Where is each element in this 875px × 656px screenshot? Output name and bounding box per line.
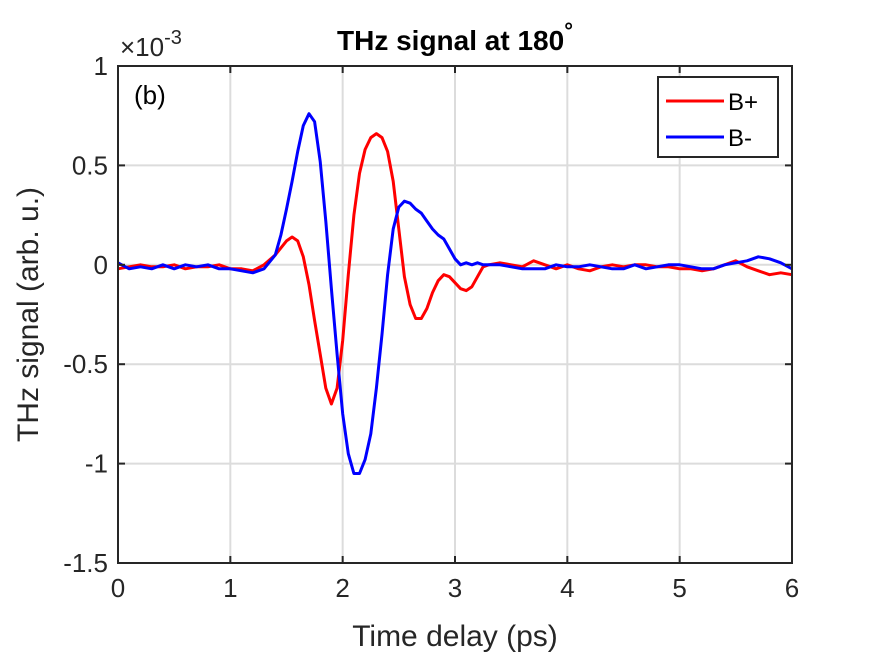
degree-superscript: ° xyxy=(564,18,573,43)
legend-entry-label: B- xyxy=(728,125,752,152)
x-tick-label: 0 xyxy=(111,573,125,603)
series-line-b-minus xyxy=(117,112,793,475)
data-series xyxy=(117,112,793,475)
y-axis-label: THz signal (arb. u.) xyxy=(12,187,45,442)
y-tick-label: 0 xyxy=(94,250,108,280)
legend: B+ B- xyxy=(657,76,779,158)
y-tick-label: -0.5 xyxy=(63,349,108,379)
y-tick-label: 0.5 xyxy=(72,150,108,180)
x-tick-label: 6 xyxy=(785,573,799,603)
y-tick-label: -1.5 xyxy=(63,548,108,578)
y-exponent-power: -3 xyxy=(164,27,182,49)
y-axis-exponent: ×10-3 xyxy=(120,27,182,62)
x-axis-label: Time delay (ps) xyxy=(352,620,558,653)
chart-title-text: THz signal at 180 xyxy=(337,25,564,56)
x-tick-label: 3 xyxy=(448,573,462,603)
series-line-b-plus xyxy=(117,132,793,406)
y-tick-label: -1 xyxy=(85,449,108,479)
x-tick-label: 4 xyxy=(560,573,574,603)
x-tick-label: 1 xyxy=(223,573,237,603)
axis-ticks: 0 1 2 3 4 5 6 -1.5 -1 -0.5 0 0.5 1 xyxy=(63,51,799,603)
legend-box xyxy=(657,76,779,158)
x-tick-label: 5 xyxy=(672,573,686,603)
y-exponent-base: ×10 xyxy=(120,32,164,62)
chart-title: THz signal at 180° xyxy=(337,18,573,56)
legend-entry-label: B+ xyxy=(728,89,758,116)
panel-label: (b) xyxy=(134,80,166,110)
x-tick-label: 2 xyxy=(335,573,349,603)
y-tick-label: 1 xyxy=(94,51,108,81)
